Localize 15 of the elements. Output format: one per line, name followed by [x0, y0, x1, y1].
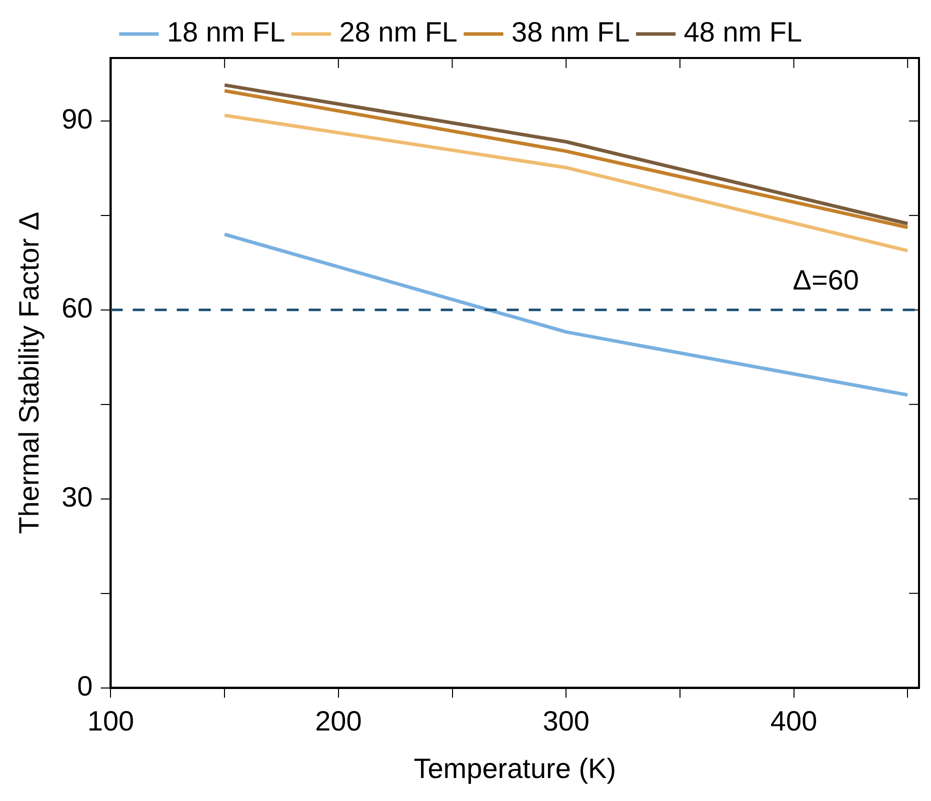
y-tick-label: 30 — [62, 482, 93, 513]
y-tick-label: 0 — [77, 670, 93, 702]
legend-label: 48 nm FL — [684, 16, 802, 48]
legend-label: 38 nm FL — [512, 16, 630, 48]
x-tick-label: 300 — [542, 705, 590, 736]
y-tick-label: 60 — [62, 292, 93, 324]
legend-label: 18 nm FL — [166, 16, 286, 48]
x-tick-label: 200 — [315, 705, 362, 736]
ref-line-label: Δ=60 — [792, 264, 859, 296]
legend-label: 28 nm FL — [339, 16, 458, 48]
y-tick-label: 90 — [62, 104, 93, 135]
x-tick-label: 400 — [770, 705, 818, 736]
x-axis-title: Temperature (K) — [414, 752, 616, 784]
y-axis-title: Thermal Stability Factor Δ — [14, 212, 45, 534]
x-tick-label: 100 — [87, 705, 134, 736]
